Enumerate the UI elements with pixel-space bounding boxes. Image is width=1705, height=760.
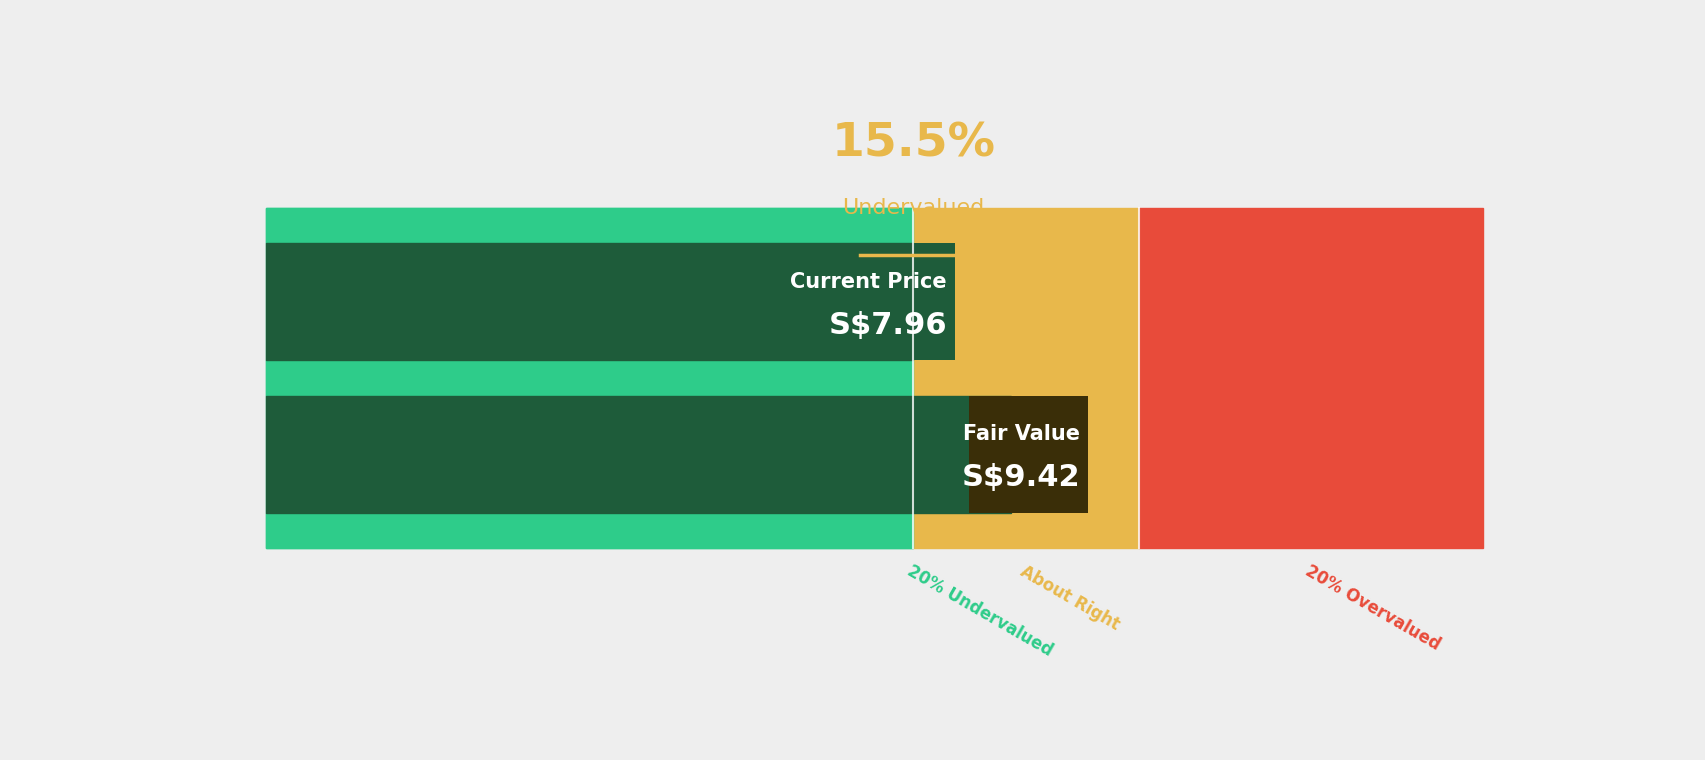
Bar <box>835 243 955 360</box>
Bar <box>266 243 912 360</box>
Text: 20% Undervalued: 20% Undervalued <box>904 562 1055 660</box>
Bar <box>266 208 912 243</box>
Bar <box>912 208 1139 548</box>
Bar <box>968 395 1088 512</box>
Text: 20% Overvalued: 20% Overvalued <box>1301 562 1442 654</box>
Bar <box>266 208 912 548</box>
Text: 15.5%: 15.5% <box>830 122 994 166</box>
Text: Undervalued: Undervalued <box>842 198 984 218</box>
Text: S$7.96: S$7.96 <box>829 311 946 340</box>
Bar <box>1139 208 1482 548</box>
Bar <box>266 395 1009 512</box>
Text: About Right: About Right <box>1016 562 1122 634</box>
Bar <box>266 360 912 395</box>
Bar <box>266 512 912 548</box>
Text: Current Price: Current Price <box>789 272 946 292</box>
Text: Fair Value: Fair Value <box>963 424 1079 444</box>
Text: S$9.42: S$9.42 <box>962 463 1079 492</box>
